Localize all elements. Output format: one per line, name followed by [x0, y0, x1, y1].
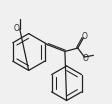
Text: O: O	[14, 24, 20, 33]
Text: O: O	[82, 32, 88, 41]
Text: O: O	[83, 54, 88, 63]
